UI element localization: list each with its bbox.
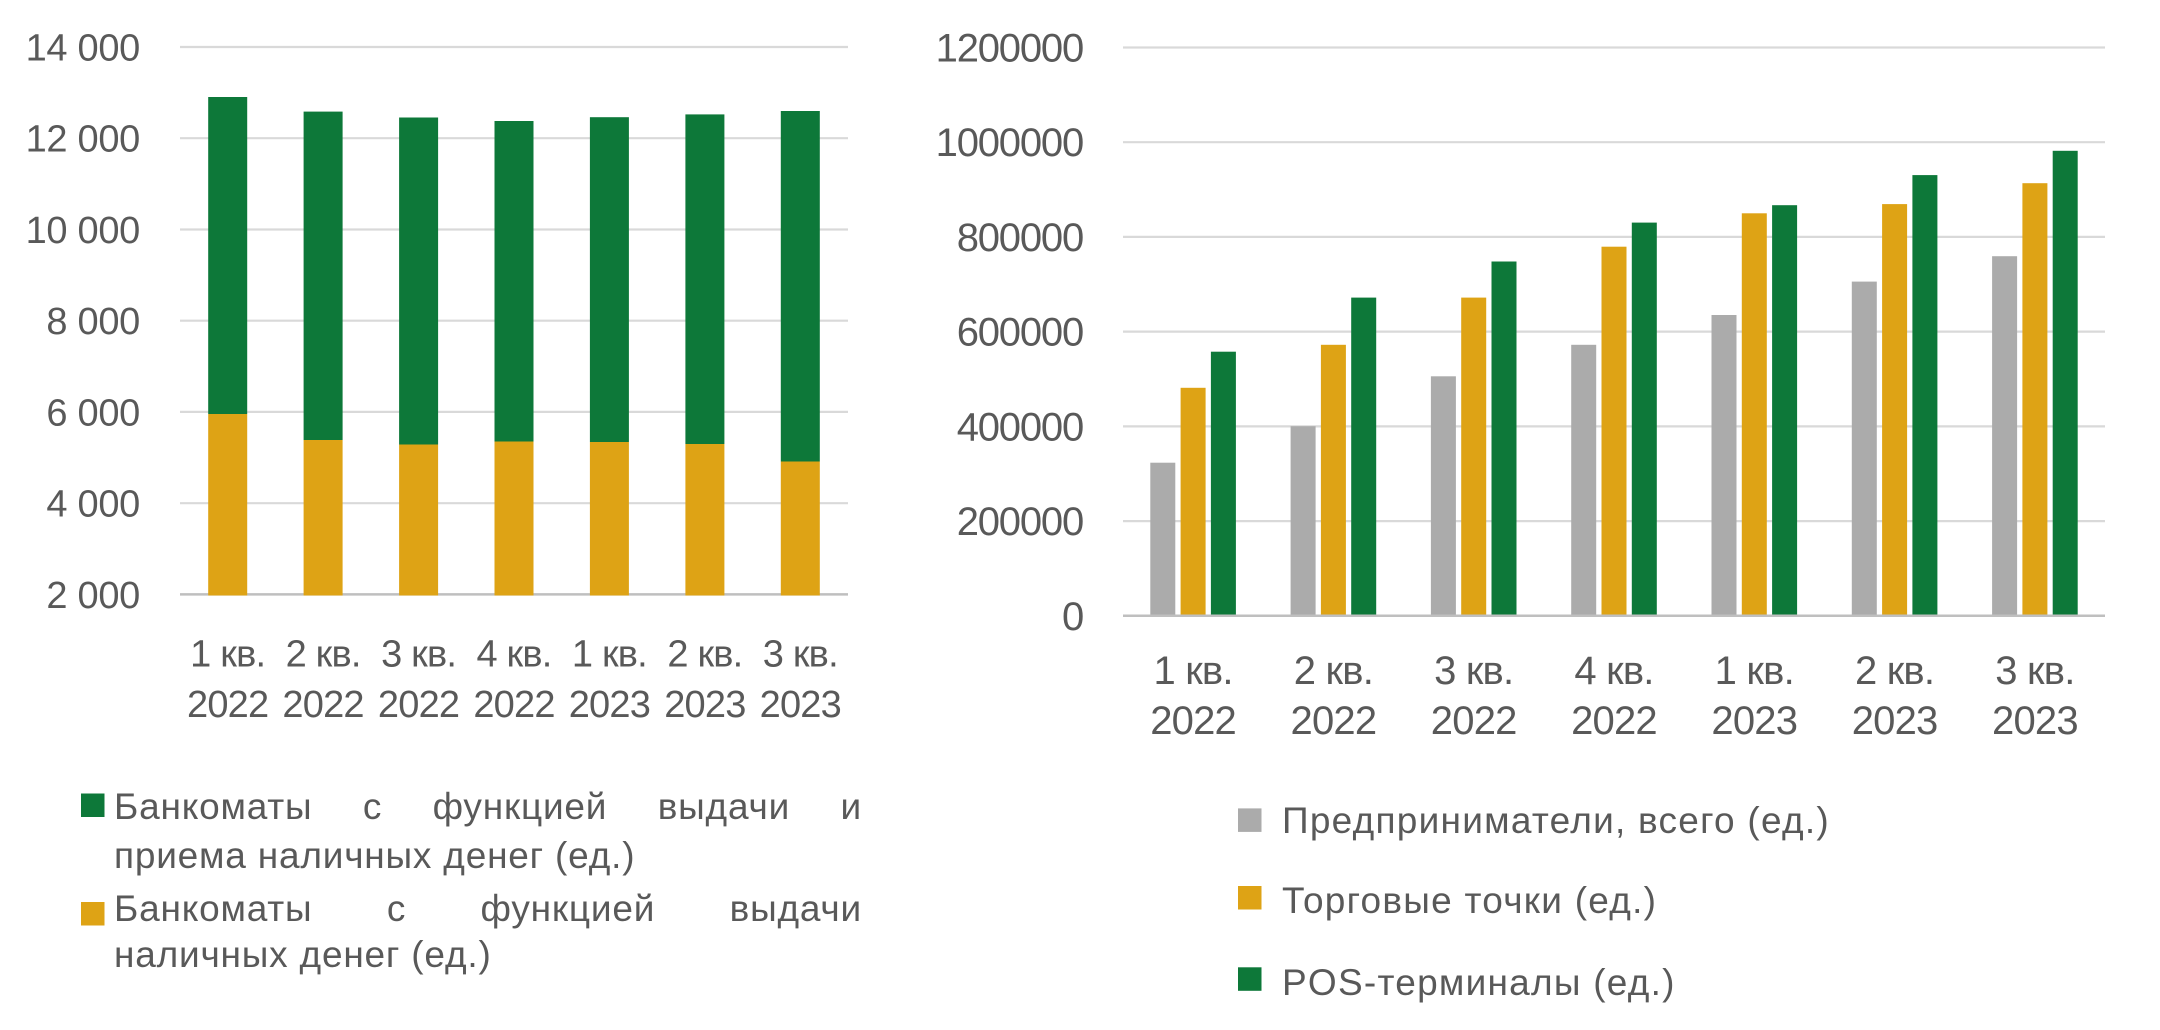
svg-text:8 000: 8 000	[46, 301, 140, 343]
svg-text:2022: 2022	[1571, 699, 1657, 743]
svg-text:2022: 2022	[1150, 699, 1236, 743]
svg-text:3 кв.: 3 кв.	[1995, 649, 2074, 693]
svg-text:4 000: 4 000	[46, 484, 140, 526]
svg-text:2 кв.: 2 кв.	[1294, 649, 1373, 693]
svg-text:0: 0	[1062, 595, 1083, 639]
svg-text:2022: 2022	[282, 684, 363, 726]
svg-text:400000: 400000	[957, 405, 1083, 449]
svg-text:2023: 2023	[760, 684, 841, 726]
svg-text:3 кв.: 3 кв.	[1434, 649, 1513, 693]
svg-text:4 кв.: 4 кв.	[1574, 649, 1653, 693]
svg-text:14 000: 14 000	[26, 28, 140, 70]
svg-text:2022: 2022	[187, 684, 268, 726]
svg-text:2 кв.: 2 кв.	[286, 634, 361, 676]
svg-text:2 000: 2 000	[46, 575, 140, 617]
svg-text:2023: 2023	[569, 684, 650, 726]
svg-text:3 кв.: 3 кв.	[381, 634, 456, 676]
svg-text:1 кв.: 1 кв.	[190, 634, 265, 676]
svg-text:10 000: 10 000	[26, 210, 140, 252]
svg-text:1 кв.: 1 кв.	[1715, 649, 1794, 693]
svg-text:1 кв.: 1 кв.	[1153, 649, 1232, 693]
svg-text:2022: 2022	[473, 684, 554, 726]
svg-text:3 кв.: 3 кв.	[763, 634, 838, 676]
svg-text:1000000: 1000000	[936, 121, 1083, 165]
svg-text:2023: 2023	[664, 684, 745, 726]
svg-text:2022: 2022	[1291, 699, 1377, 743]
svg-text:2023: 2023	[1992, 699, 2078, 743]
svg-text:200000: 200000	[957, 500, 1083, 544]
svg-text:4 кв.: 4 кв.	[476, 634, 551, 676]
svg-text:1 кв.: 1 кв.	[572, 634, 647, 676]
svg-text:6 000: 6 000	[46, 392, 140, 434]
svg-text:2022: 2022	[378, 684, 459, 726]
svg-text:2023: 2023	[1852, 699, 1938, 743]
svg-text:600000: 600000	[957, 311, 1083, 355]
svg-text:1200000: 1200000	[936, 27, 1083, 71]
svg-text:2022: 2022	[1431, 699, 1517, 743]
svg-text:2 кв.: 2 кв.	[667, 634, 742, 676]
svg-text:2023: 2023	[1711, 699, 1797, 743]
svg-text:800000: 800000	[957, 216, 1083, 260]
svg-text:12 000: 12 000	[26, 119, 140, 161]
svg-text:2 кв.: 2 кв.	[1855, 649, 1934, 693]
